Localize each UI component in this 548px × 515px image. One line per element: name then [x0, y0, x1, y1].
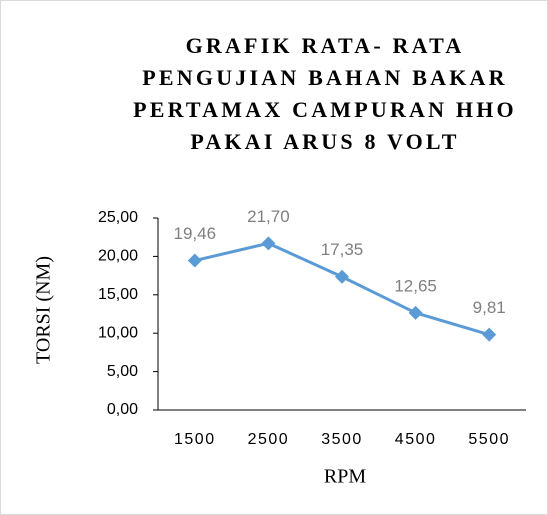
y-tick-label: 5,00	[107, 363, 138, 380]
x-tick-label: 1500	[174, 431, 216, 448]
y-tick-label: 15,00	[98, 286, 138, 303]
data-marker	[335, 269, 349, 284]
x-tick-label: 2500	[248, 431, 290, 448]
y-tick-label: 0,00	[107, 401, 138, 418]
x-axis-title: RPM	[324, 466, 366, 488]
data-label: 9,81	[473, 298, 506, 317]
chart-title: GRAFIK RATA- RATA PENGUJIAN BAHAN BAKAR …	[133, 33, 517, 154]
data-label: 17,35	[321, 240, 364, 259]
data-marker	[261, 236, 276, 251]
data-marker	[408, 305, 423, 320]
x-tick-label: 3500	[321, 431, 363, 448]
y-tick-label: 25,00	[98, 209, 138, 226]
y-tick-label: 20,00	[98, 248, 138, 265]
x-tick-label: 4500	[395, 431, 437, 448]
data-label: 12,65	[394, 276, 437, 295]
y-tick-label: 10,00	[98, 324, 138, 341]
x-tick-label: 5500	[468, 431, 510, 448]
data-label: 19,46	[174, 224, 217, 243]
data-marker	[187, 253, 202, 268]
data-label: 21,70	[247, 207, 290, 226]
data-marker	[482, 327, 497, 342]
y-axis-title: TORSI (NM)	[33, 256, 55, 364]
